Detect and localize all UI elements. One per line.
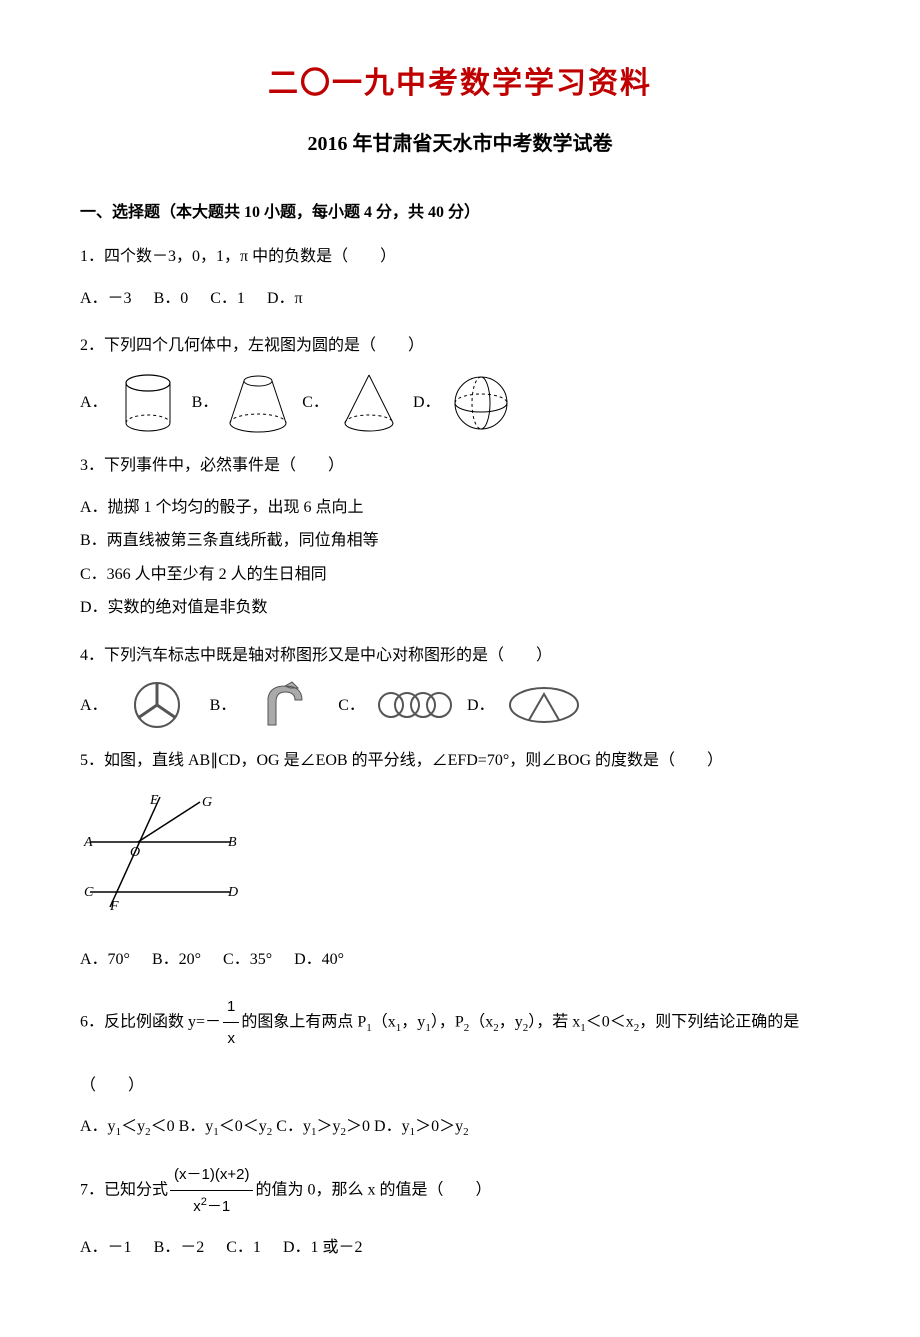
- q3-stem: 3．下列事件中，必然事件是（ ）: [80, 449, 840, 483]
- q5-opt-d: D．40°: [294, 943, 344, 977]
- q4-opt-c-label: C．: [338, 693, 365, 719]
- q5-label-f: F: [109, 899, 119, 914]
- section-1-header: 一、选择题（本大题共 10 小题，每小题 4 分，共 40 分）: [80, 200, 840, 226]
- q5-diagram: E G A O B C F D: [80, 792, 240, 922]
- q2-opt-a: A．: [80, 371, 184, 435]
- q5-stem: 5．如图，直线 AB∥CD，OG 是∠EOB 的平分线，∠EFD=70°，则∠B…: [80, 744, 840, 778]
- q7-frac: (x－1)(x+2)x2－1: [170, 1159, 253, 1223]
- q3-opt-d: D．实数的绝对值是非负数: [80, 591, 840, 625]
- q1-opt-a: A．－3: [80, 282, 132, 316]
- q6-p2c: ），若 x: [528, 1013, 580, 1030]
- q3-opt-a: A．抛掷 1 个均匀的骰子，出现 6 点向上: [80, 491, 840, 525]
- q5-opt-c: C．35°: [223, 943, 272, 977]
- banner-title: 二〇一九中考数学学习资料: [80, 60, 840, 108]
- q7-opt-c: C．1: [226, 1231, 261, 1265]
- q1-options: A．－3 B．0 C．1 D．π: [80, 281, 840, 315]
- q2-options-row: A． B． C． D．: [80, 371, 840, 435]
- q2-opt-b: B．: [192, 371, 295, 435]
- q5-options: A．70° B．20° C．35° D．40°: [80, 943, 840, 977]
- q5-label-a: A: [83, 835, 93, 850]
- q6-opt-c: C．y1＞y2＞0: [276, 1118, 370, 1135]
- q2-opt-d-label: D．: [413, 390, 441, 416]
- q4-stem: 4．下列汽车标志中既是轴对称图形又是中心对称图形的是（ ）: [80, 639, 840, 673]
- q6-blank: （ ）: [80, 1069, 840, 1103]
- q5-label-o: O: [130, 845, 140, 860]
- q7-opt-a: A．－1: [80, 1231, 132, 1265]
- q5-opt-b: B．20°: [152, 943, 201, 977]
- sphere-icon: [445, 371, 517, 435]
- q6-pre: 6．反比例函数 y=－: [80, 1013, 221, 1030]
- q6-p2b: ，y: [499, 1013, 523, 1030]
- paper-title: 2016 年甘肃省天水市中考数学试卷: [80, 128, 840, 160]
- q7-stem: 7．已知分式(x－1)(x+2)x2－1的值为 0，那么 x 的值是（ ）: [80, 1159, 840, 1223]
- q2-opt-d: D．: [413, 371, 517, 435]
- q6-tail: ＜0＜x: [586, 1013, 634, 1030]
- q1-opt-b: B．0: [154, 282, 189, 316]
- q1-opt-c: C．1: [210, 282, 245, 316]
- cone-icon: [333, 371, 405, 435]
- q6-p1b: ，y: [401, 1013, 425, 1030]
- q6-p1: （x: [372, 1013, 396, 1030]
- q5-opt-a: A．70°: [80, 943, 130, 977]
- q6-post-a: 的图象上有两点 P: [241, 1013, 366, 1030]
- q6-p2a: （x: [469, 1013, 493, 1030]
- q6-opt-a: A．y1＜y2＜0: [80, 1118, 175, 1135]
- q7-post: 的值为 0，那么 x 的值是（ ）: [255, 1181, 491, 1198]
- peugeot-logo-icon: [240, 680, 330, 730]
- q6-tail2: ，则下列结论正确的是: [639, 1013, 799, 1030]
- q7-frac-num: (x－1)(x+2): [170, 1159, 253, 1192]
- q2-stem: 2．下列四个几何体中，左视图为圆的是（ ）: [80, 329, 840, 363]
- q7-pre: 7．已知分式: [80, 1181, 168, 1198]
- q5-label-g: G: [202, 795, 212, 810]
- q2-opt-a-label: A．: [80, 390, 108, 416]
- q6-p1c: ），P: [431, 1013, 464, 1030]
- q6-frac-den: x: [223, 1023, 239, 1055]
- q4-opt-b: B．: [210, 680, 331, 730]
- q6-frac: 1x: [223, 991, 239, 1055]
- q1-opt-d: D．π: [267, 282, 303, 316]
- q6-opt-d: D．y1＞0＞y2: [374, 1118, 469, 1135]
- q2-opt-c: C．: [302, 371, 405, 435]
- q3-opt-c: C．366 人中至少有 2 人的生日相同: [80, 558, 840, 592]
- infiniti-logo-icon: [499, 680, 589, 730]
- q4-opt-d: D．: [467, 680, 589, 730]
- q4-opt-d-label: D．: [467, 693, 495, 719]
- q4-opt-a: A．: [80, 680, 202, 730]
- q5-label-e: E: [149, 793, 159, 808]
- audi-logo-icon: [369, 680, 459, 730]
- q7-options: A．－1 B．－2 C．1 D．1 或－2: [80, 1231, 840, 1265]
- mercedes-logo-icon: [112, 680, 202, 730]
- q5-label-b: B: [228, 835, 237, 850]
- q4-opt-a-label: A．: [80, 693, 108, 719]
- q6-frac-num: 1: [223, 991, 239, 1024]
- q4-options-row: A． B． C． D．: [80, 680, 840, 730]
- q2-opt-c-label: C．: [302, 390, 329, 416]
- q2-opt-b-label: B．: [192, 390, 219, 416]
- cylinder-icon: [112, 371, 184, 435]
- q3-opt-b: B．两直线被第三条直线所截，同位角相等: [80, 524, 840, 558]
- q7-opt-b: B．－2: [154, 1231, 205, 1265]
- q4-opt-b-label: B．: [210, 693, 237, 719]
- q3-options: A．抛掷 1 个均匀的骰子，出现 6 点向上 B．两直线被第三条直线所截，同位角…: [80, 491, 840, 625]
- q4-opt-c: C．: [338, 680, 459, 730]
- q6-stem: 6．反比例函数 y=－1x的图象上有两点 P1（x1，y1），P2（x2，y2）…: [80, 991, 840, 1055]
- q6-opt-b: B．y1＜0＜y2: [179, 1118, 273, 1135]
- q1-stem: 1．四个数－3，0，1，π 中的负数是（ ）: [80, 240, 840, 274]
- q7-opt-d: D．1 或－2: [283, 1231, 363, 1265]
- q7-frac-den: x2－1: [170, 1191, 253, 1223]
- q5-label-d: D: [227, 885, 238, 900]
- frustum-icon: [222, 371, 294, 435]
- q5-label-c: C: [84, 885, 94, 900]
- q6-options: A．y1＜y2＜0 B．y1＜0＜y2 C．y1＞y2＞0 D．y1＞0＞y2: [80, 1110, 840, 1144]
